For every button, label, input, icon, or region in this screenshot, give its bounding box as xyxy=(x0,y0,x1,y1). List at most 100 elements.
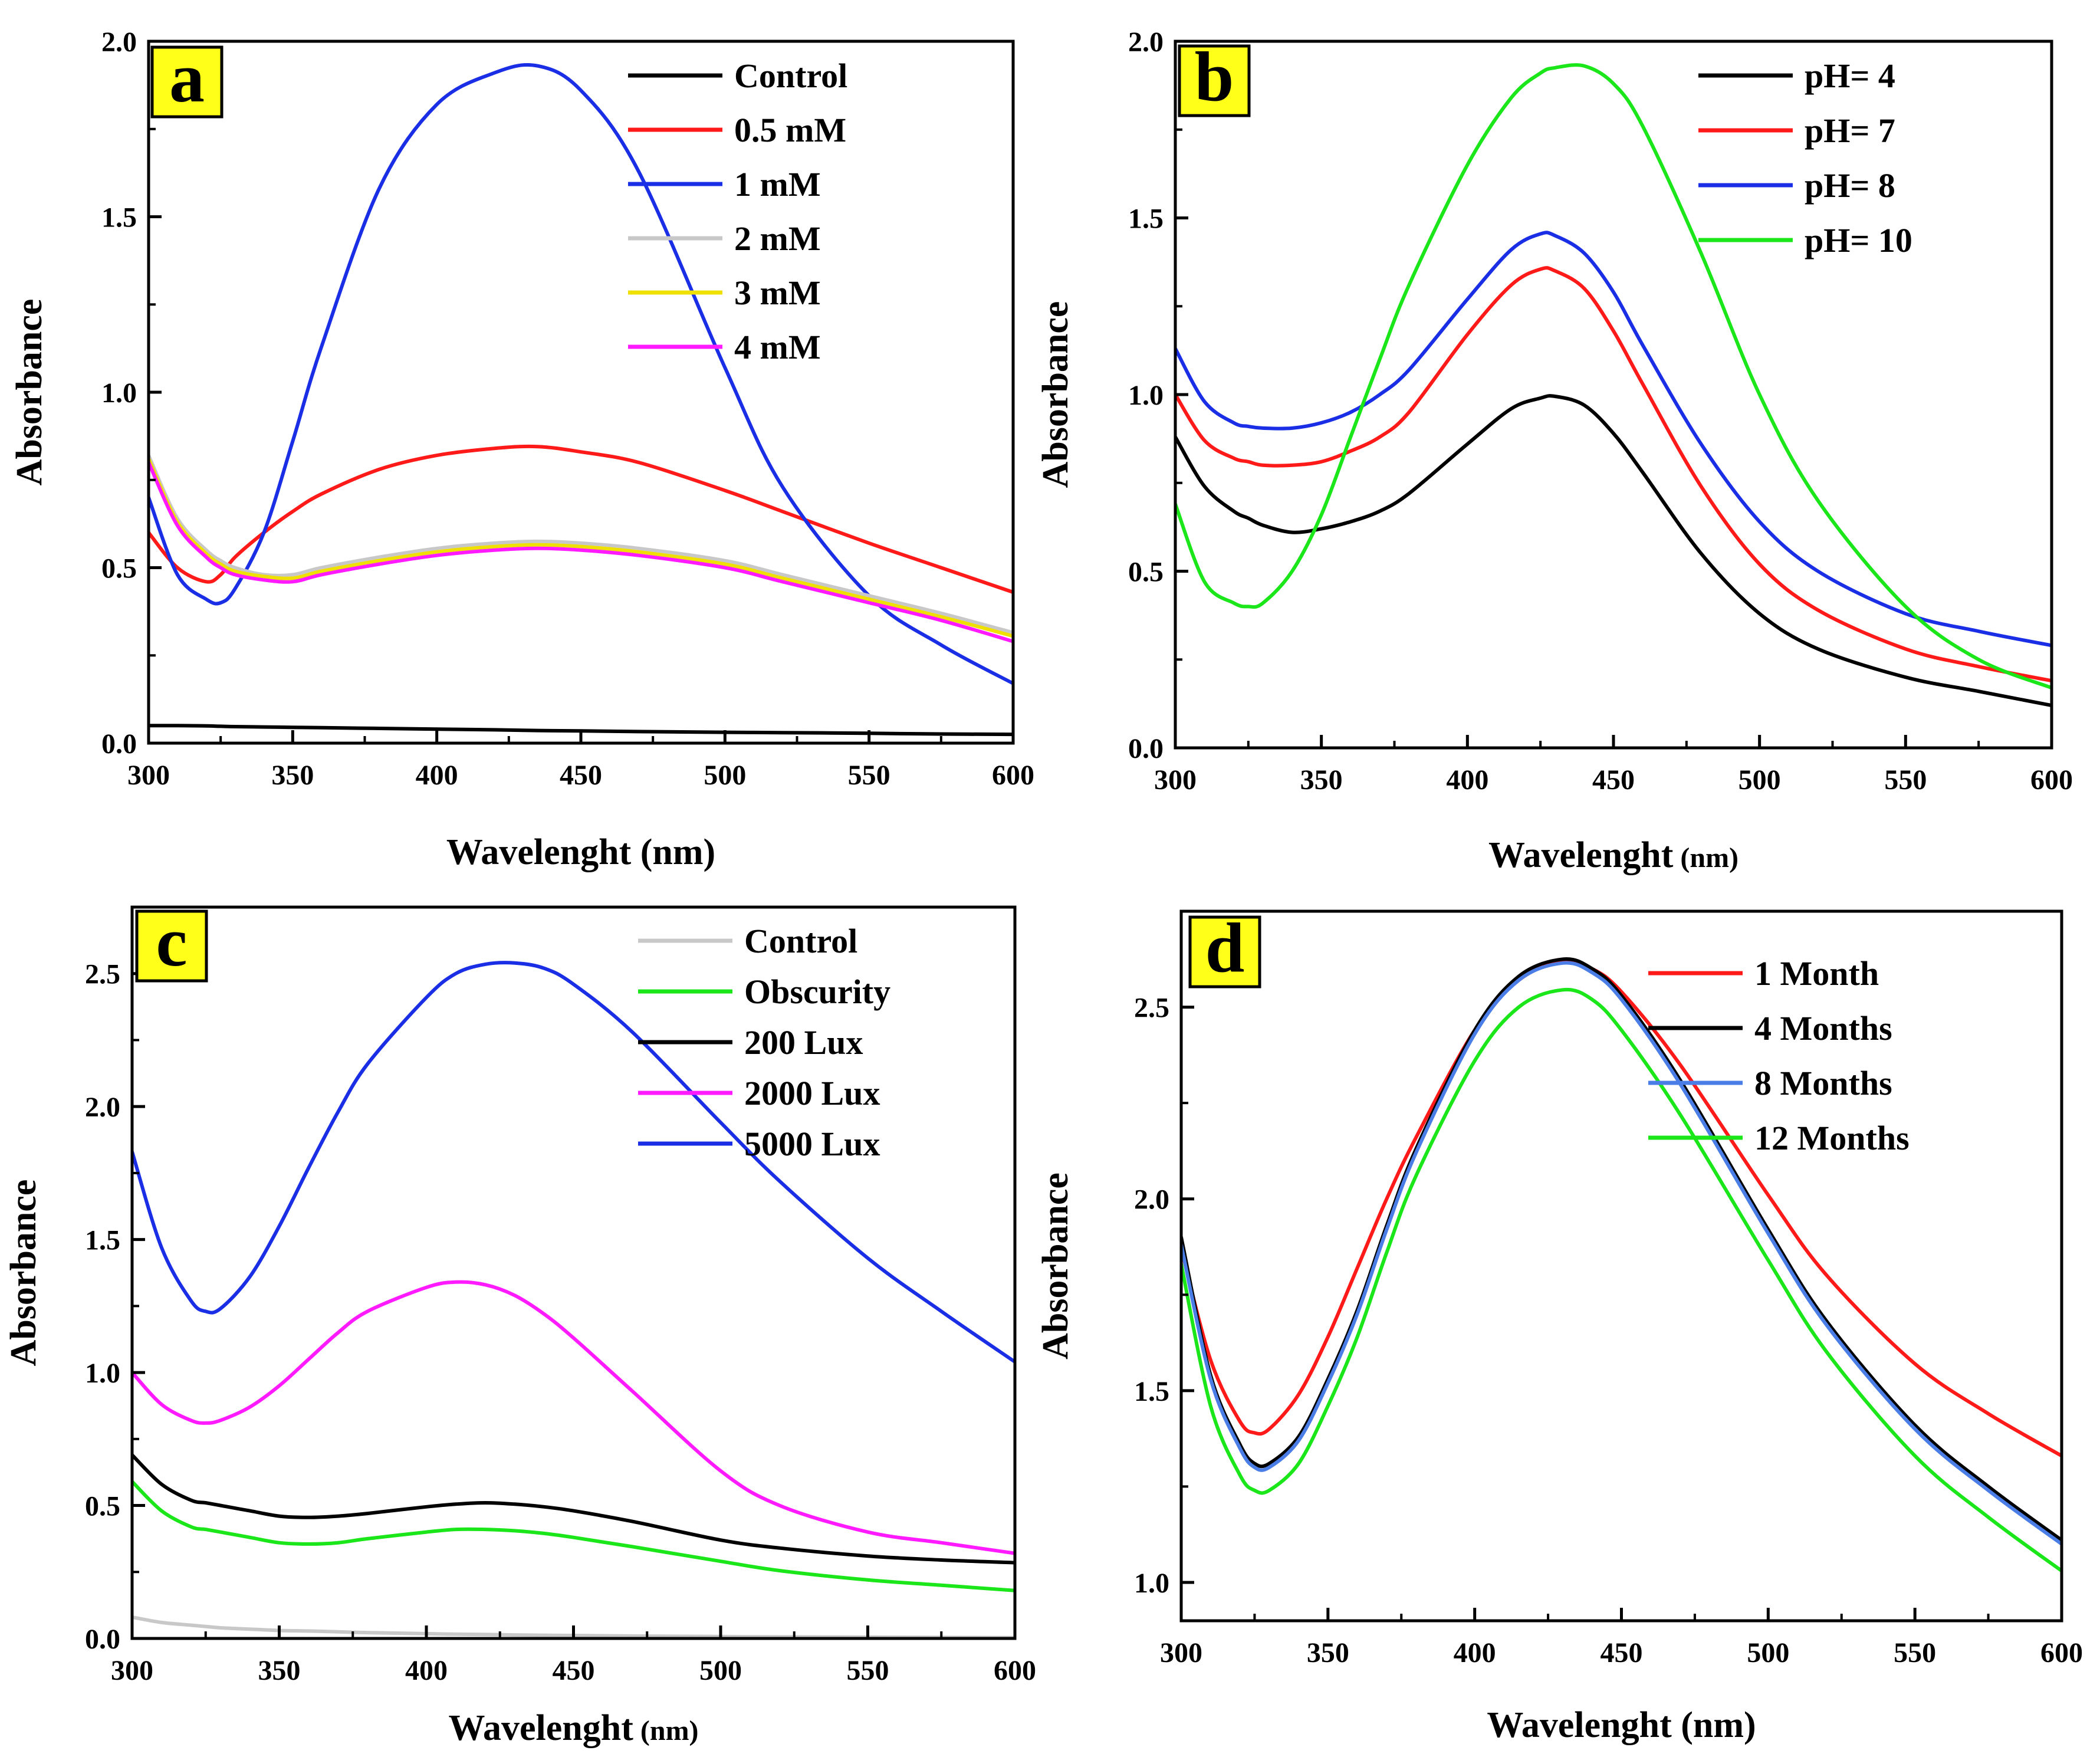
x-tick-label: 350 xyxy=(258,1655,301,1686)
x-tick-label: 550 xyxy=(1894,1637,1936,1669)
y-tick-label: 2.0 xyxy=(1128,27,1164,58)
series-line-2 xyxy=(1175,231,2052,648)
series-line-3 xyxy=(1181,987,2062,1573)
legend-entry: 2000 Lux xyxy=(744,1074,880,1112)
x-tick-label: 450 xyxy=(1601,1637,1643,1669)
series-line-3 xyxy=(1175,63,2052,690)
plot-frame xyxy=(1174,40,2053,750)
legend-entry: 12 Months xyxy=(1754,1119,1910,1157)
x-tick-label: 500 xyxy=(1747,1637,1789,1669)
x-tick-label: 550 xyxy=(848,760,890,791)
legend-entry: 4 mM xyxy=(734,328,821,366)
legend-entry: 5000 Lux xyxy=(744,1125,880,1163)
plot-frame xyxy=(130,905,1017,1640)
legend: Control 0.5 mM 1 mM 2 mM 3 mM 4 mM xyxy=(628,57,847,366)
legend-entry: 0.5 mM xyxy=(734,111,846,149)
y-tick-label: 1.5 xyxy=(1128,203,1164,235)
y-axis-title: Absorbance xyxy=(9,299,50,486)
legend-entry: pH= 7 xyxy=(1805,111,1895,150)
panel-a: 300 350 400 450 500 550 600 0.0 0.5 1.0 1.5 2.0 Wave… xyxy=(9,27,1034,872)
y-tick-label: 0.0 xyxy=(85,1624,120,1655)
x-tick-label: 600 xyxy=(2040,1637,2083,1669)
panel-letter: a xyxy=(169,38,205,117)
x-axis-title: Wavelenght (nm) xyxy=(448,1708,698,1748)
x-tick-label: 350 xyxy=(1307,1637,1349,1669)
y-tick-label: 2.0 xyxy=(1134,1184,1169,1216)
panel-badge xyxy=(150,45,224,119)
panel-d: 300 350 400 450 500 550 600 1.0 1.5 2.0 2.5 Wavelen… xyxy=(1036,908,2083,1745)
legend-entry: 200 Lux xyxy=(744,1023,863,1062)
panel-b: 300 350 400 450 500 550 600 0.0 0.5 1.0 1.5 2.0 Wave… xyxy=(1036,27,2073,875)
panel-letter: d xyxy=(1205,908,1245,987)
series-line-0 xyxy=(1181,958,2062,1458)
x-tick-label: 400 xyxy=(1446,764,1488,796)
y-tick-label: 0.0 xyxy=(1128,733,1164,764)
legend-entry: 4 Months xyxy=(1754,1009,1892,1047)
legend-entry: 1 Month xyxy=(1754,954,1879,993)
panel-letter: b xyxy=(1195,37,1234,116)
x-tick-label: 300 xyxy=(127,760,170,791)
series-line-0 xyxy=(132,1615,1015,1638)
plot-frame xyxy=(147,40,1015,745)
plot-frame xyxy=(1179,909,2063,1623)
series-line-1 xyxy=(132,1480,1015,1592)
x-tick-label: 600 xyxy=(994,1655,1036,1686)
panel-c: 300 350 400 450 500 550 600 0.0 0.5 1.0 1.5 2.0 2.5 W… xyxy=(4,902,1036,1748)
legend: pH= 4 pH= 7 pH= 8 pH= 10 xyxy=(1698,57,1912,260)
x-tick-label: 600 xyxy=(992,760,1034,791)
series-lines xyxy=(1175,63,2052,708)
y-tick-label: 0.5 xyxy=(101,553,137,584)
x-tick-label: 550 xyxy=(847,1655,889,1686)
y-tick-label: 2.5 xyxy=(1134,993,1169,1024)
series-line-2 xyxy=(149,63,1013,685)
series-line-0 xyxy=(1175,394,2052,708)
x-tick-label: 500 xyxy=(704,760,746,791)
legend-entry: pH= 10 xyxy=(1805,221,1912,260)
series-line-1 xyxy=(1175,266,2052,683)
x-tick-label: 400 xyxy=(416,760,458,791)
series-line-5 xyxy=(149,461,1013,643)
x-tick-label: 550 xyxy=(1884,764,1927,796)
y-tick-label: 1.5 xyxy=(1134,1376,1169,1407)
panel-letter: c xyxy=(156,902,187,981)
y-tick-label: 2.0 xyxy=(101,27,137,58)
x-tick-label: 600 xyxy=(2030,764,2073,796)
x-tick-label: 500 xyxy=(699,1655,742,1686)
legend-entry: Control xyxy=(744,922,857,960)
y-tick-label: 0.0 xyxy=(101,728,137,760)
y-tick-label: 1.0 xyxy=(1128,380,1164,411)
x-tick-label: 400 xyxy=(405,1655,448,1686)
y-axis-title: Absorbance xyxy=(4,1180,44,1367)
x-axis-title: Wavelenght (nm) xyxy=(446,832,715,872)
series-lines xyxy=(149,63,1013,737)
y-tick-label: 2.5 xyxy=(85,959,120,990)
legend-entry: Control xyxy=(734,57,847,95)
series-lines xyxy=(1181,957,2062,1573)
y-tick-label: 0.5 xyxy=(1128,557,1164,588)
panel-badge xyxy=(1188,915,1261,988)
series-line-2 xyxy=(1181,961,2062,1546)
series-line-1 xyxy=(149,444,1013,595)
series-line-0 xyxy=(149,724,1013,737)
x-tick-label: 350 xyxy=(271,760,314,791)
x-tick-label: 350 xyxy=(1300,764,1343,796)
legend-entry: 8 Months xyxy=(1754,1064,1892,1102)
y-tick-label: 1.0 xyxy=(101,377,137,409)
x-tick-label: 300 xyxy=(111,1655,153,1686)
y-tick-label: 1.5 xyxy=(85,1225,120,1256)
x-tick-label: 450 xyxy=(1592,764,1635,796)
series-line-1 xyxy=(1181,957,2062,1542)
x-axis-title: Wavelenght (nm) xyxy=(1487,1705,1756,1745)
series-line-4 xyxy=(149,457,1013,638)
series-lines xyxy=(132,961,1015,1638)
legend-entry: pH= 8 xyxy=(1805,166,1895,205)
legend-entry: 3 mM xyxy=(734,274,821,312)
y-tick-label: 2.0 xyxy=(85,1092,120,1123)
x-tick-label: 300 xyxy=(1160,1637,1202,1669)
legend-entry: 2 mM xyxy=(734,219,821,258)
x-tick-label: 500 xyxy=(1739,764,1781,796)
panel-badge xyxy=(135,909,208,983)
y-tick-label: 0.5 xyxy=(85,1491,120,1522)
y-tick-label: 1.0 xyxy=(85,1358,120,1389)
